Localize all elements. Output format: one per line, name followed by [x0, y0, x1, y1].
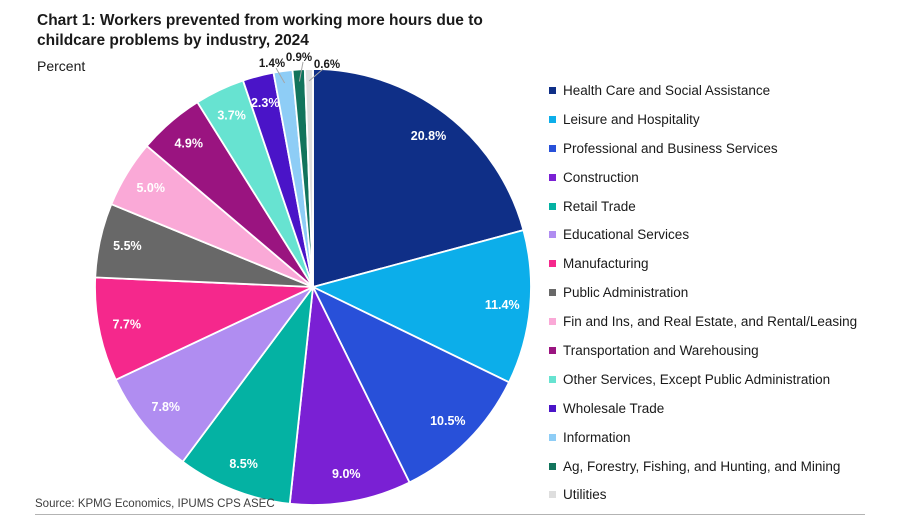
label-leader-line — [298, 61, 304, 82]
legend-item: Public Administration — [549, 278, 857, 307]
pie-slice-4 — [181, 286, 314, 505]
slice-value-label: 3.7% — [217, 108, 246, 122]
legend-marker — [549, 260, 556, 268]
pie-slice-5 — [114, 286, 314, 463]
slice-value-label: 10.5% — [430, 414, 465, 428]
legend-marker — [549, 433, 556, 441]
source-divider — [35, 514, 865, 515]
slice-value-label: 2.3% — [251, 96, 280, 110]
legend-item: Health Care and Social Assistance — [549, 76, 857, 105]
legend-item-label: Information — [563, 429, 631, 445]
legend-marker — [549, 173, 556, 181]
label-leader-line — [308, 68, 324, 82]
legend-item-label: Ag, Forestry, Fishing, and Hunting, and … — [563, 458, 841, 474]
source-note: Source: KPMG Economics, IPUMS CPS ASEC — [35, 498, 275, 510]
legend-marker — [549, 491, 556, 499]
legend-marker — [549, 375, 556, 383]
legend-marker — [549, 115, 556, 123]
legend: Health Care and Social Assistance Leisure… — [549, 76, 857, 509]
legend-item: Ag, Forestry, Fishing, and Hunting, and … — [549, 452, 857, 481]
legend-item: Educational Services — [549, 220, 857, 249]
legend-marker — [549, 231, 556, 239]
pie-slice-2 — [312, 286, 510, 484]
legend-marker — [549, 289, 556, 297]
legend-marker — [549, 144, 556, 152]
legend-item: Fin and Ins, and Real Estate, and Rental… — [549, 307, 857, 336]
pie-slice-6 — [94, 276, 314, 381]
legend-item: Utilities — [549, 480, 857, 509]
slice-value-label: 0.6% — [314, 59, 340, 71]
slice-value-label: 7.7% — [112, 317, 141, 331]
pie-slice-0 — [312, 68, 525, 288]
legend-marker — [549, 318, 556, 326]
legend-item-label: Professional and Business Services — [563, 140, 778, 156]
legend-item: Manufacturing — [549, 249, 857, 278]
legend-item-label: Fin and Ins, and Real Estate, and Rental… — [563, 314, 858, 330]
legend-item-label: Retail Trade — [563, 198, 636, 214]
chart-subtitle: Percent — [37, 58, 86, 74]
label-leader-line — [275, 67, 286, 84]
legend-item: Professional and Business Services — [549, 134, 857, 163]
slice-value-label: 0.9% — [286, 52, 312, 64]
slice-value-label: 5.0% — [136, 181, 165, 195]
legend-item: Information — [549, 423, 857, 452]
legend-item-label: Public Administration — [563, 285, 689, 301]
legend-item-label: Utilities — [563, 487, 607, 503]
legend-item: Retail Trade — [549, 192, 857, 221]
pie-slice-1 — [312, 229, 532, 384]
slice-value-label: 5.5% — [113, 239, 142, 253]
legend-marker — [549, 346, 556, 354]
legend-item: Other Services, Except Public Administra… — [549, 365, 857, 394]
legend-item-label: Manufacturing — [563, 256, 649, 272]
slice-value-label: 1.4% — [259, 58, 285, 70]
legend-item-label: Construction — [563, 169, 639, 185]
slice-value-label: 20.8% — [411, 129, 446, 143]
legend-item-label: Health Care and Social Assistance — [563, 82, 771, 98]
legend-marker — [549, 404, 556, 412]
legend-item-label: Transportation and Warehousing — [563, 342, 759, 358]
chart-title: Chart 1: Workers prevented from working … — [37, 12, 483, 50]
legend-item: Wholesale Trade — [549, 394, 857, 423]
slice-value-label: 11.4% — [485, 298, 520, 312]
legend-item-label: Educational Services — [563, 227, 690, 243]
legend-marker — [549, 462, 556, 470]
legend-item: Leisure and Hospitality — [549, 105, 857, 134]
legend-marker — [549, 202, 556, 210]
slice-value-label: 8.5% — [229, 457, 258, 471]
pie-slice-14 — [303, 68, 314, 288]
legend-item: Transportation and Warehousing — [549, 336, 857, 365]
slice-value-label: 4.9% — [174, 136, 203, 150]
slice-value-label: 9.0% — [332, 467, 361, 481]
legend-item-label: Other Services, Except Public Administra… — [563, 371, 831, 387]
legend-marker — [549, 86, 556, 94]
slice-value-label: 7.8% — [152, 400, 181, 414]
pie-slice-3 — [288, 286, 411, 506]
legend-item: Construction — [549, 163, 857, 192]
legend-item-label: Wholesale Trade — [563, 400, 665, 416]
legend-item-label: Leisure and Hospitality — [563, 111, 700, 127]
